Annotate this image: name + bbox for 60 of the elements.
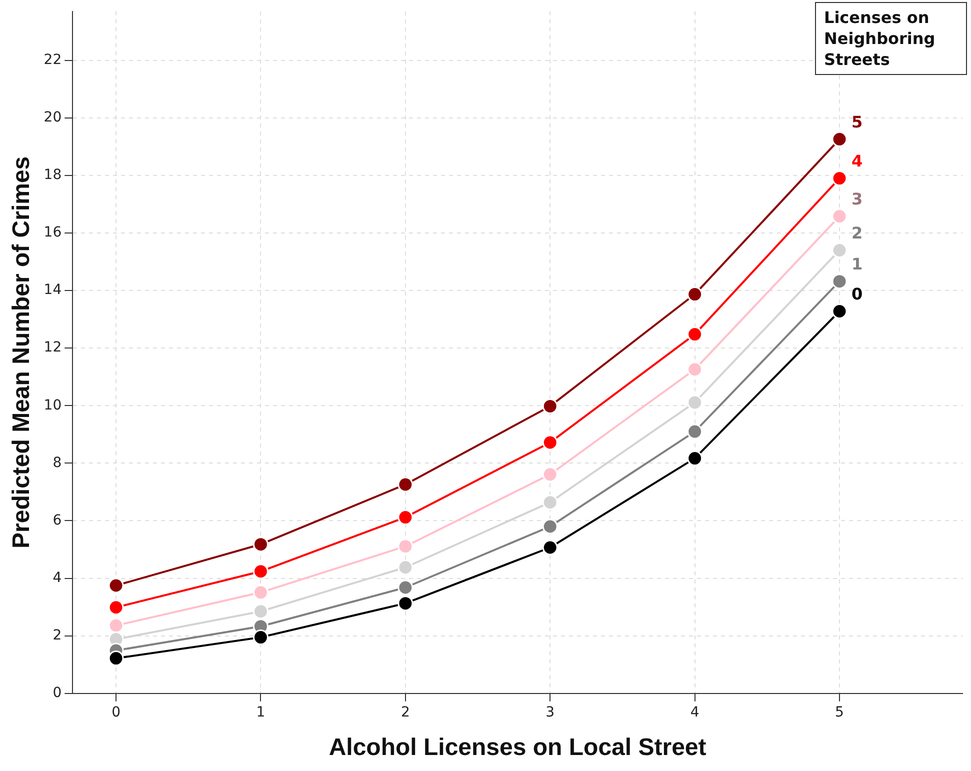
y-tick-label: 16 xyxy=(44,224,62,241)
y-tick-label: 2 xyxy=(52,627,62,644)
x-tick-label: 0 xyxy=(112,704,120,720)
point xyxy=(398,596,414,612)
series-label: 4 xyxy=(852,151,863,170)
point xyxy=(832,170,848,186)
point xyxy=(832,242,848,258)
point xyxy=(542,494,558,510)
y-tick-label: 18 xyxy=(44,167,62,184)
point xyxy=(542,540,558,556)
series-label: 1 xyxy=(852,254,863,274)
x-tick-label: 5 xyxy=(835,704,844,720)
y-tick-label: 4 xyxy=(52,570,62,586)
point xyxy=(398,580,414,596)
x-tick-label: 1 xyxy=(256,704,266,720)
point xyxy=(398,538,414,554)
y-tick-label: 22 xyxy=(44,52,62,68)
point xyxy=(252,604,268,620)
point xyxy=(398,510,414,526)
point xyxy=(687,450,703,466)
point xyxy=(252,536,268,552)
y-tick-label: 0 xyxy=(52,685,62,702)
y-tick-label: 8 xyxy=(52,454,62,471)
point xyxy=(398,560,414,576)
point xyxy=(542,466,558,482)
point xyxy=(252,584,268,600)
point xyxy=(252,630,268,646)
y-axis-title: Predicted Mean Number of Crimes xyxy=(8,156,36,548)
point xyxy=(832,274,848,290)
series-label: 3 xyxy=(852,189,863,208)
point xyxy=(687,326,703,342)
point xyxy=(108,578,124,594)
point xyxy=(687,286,703,302)
point xyxy=(542,434,558,450)
x-tick-label: 3 xyxy=(546,704,555,720)
point xyxy=(687,362,703,378)
y-tick-label: 20 xyxy=(44,110,62,126)
series-label: 2 xyxy=(852,223,863,242)
series-label: 0 xyxy=(852,284,863,304)
point xyxy=(108,600,124,616)
point xyxy=(542,398,558,414)
point xyxy=(687,394,703,410)
x-tick-label: 4 xyxy=(690,704,700,720)
legend-title: Licenses on Neighboring Streets xyxy=(815,2,967,75)
y-tick-label: 14 xyxy=(44,282,62,298)
y-tick-label: 10 xyxy=(44,397,62,414)
x-axis-title: Alcohol Licenses on Local Street xyxy=(328,734,706,762)
point xyxy=(832,131,848,147)
point xyxy=(252,564,268,580)
point xyxy=(108,650,124,666)
point xyxy=(687,424,703,440)
y-tick-label: 12 xyxy=(44,340,62,356)
point xyxy=(398,476,414,492)
point xyxy=(542,518,558,534)
x-tick-label: 2 xyxy=(400,704,410,720)
point xyxy=(832,208,848,224)
point xyxy=(108,618,124,634)
y-tick-label: 6 xyxy=(52,512,62,528)
series-label: 5 xyxy=(852,112,863,132)
point xyxy=(832,304,848,319)
